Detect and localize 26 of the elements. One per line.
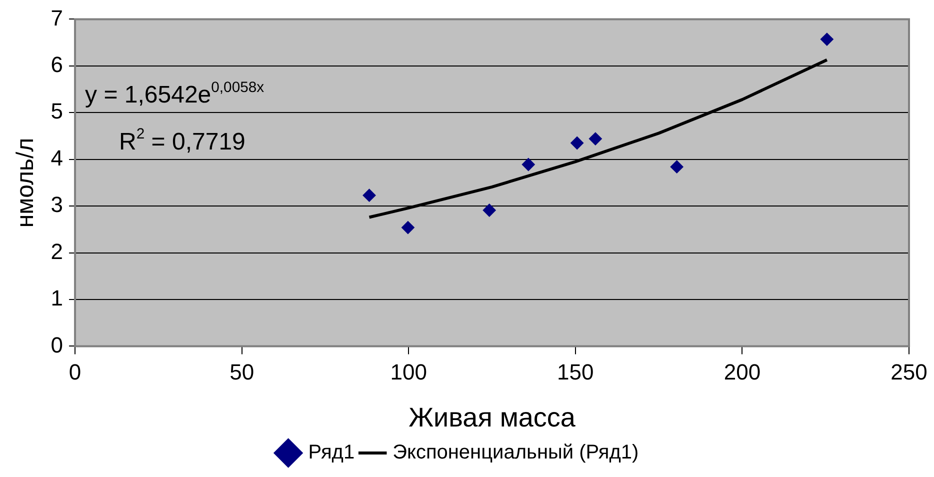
y-tick-label: 7 [50, 5, 64, 30]
point [570, 136, 584, 150]
x-tick-label: 0 [68, 359, 82, 384]
y-tick-label: 1 [50, 286, 64, 311]
y-tick-label: 6 [50, 52, 64, 77]
x-tick-label: 100 [390, 359, 427, 384]
x-tick-label: 200 [724, 359, 761, 384]
y-tick-label: 3 [50, 192, 64, 218]
y-tick-label: 4 [50, 145, 64, 170]
point [482, 204, 496, 217]
y-axis-title: нмоль/л [12, 138, 40, 228]
legend-label: Экспоненциальный (Ряд1) [392, 442, 639, 464]
point [401, 221, 414, 234]
point [820, 32, 834, 46]
x-axis-title: Живая масса [408, 402, 576, 432]
point [588, 132, 602, 146]
legend-label: Ряд1 [308, 442, 355, 464]
point [362, 188, 376, 202]
y-tick-label: 5 [50, 98, 64, 124]
point [670, 160, 684, 174]
x-tick-label: 150 [557, 359, 594, 384]
point [522, 158, 535, 171]
x-tick-label: 50 [230, 359, 254, 384]
y-tick-label: 2 [50, 238, 64, 264]
y-tick-label: 0 [50, 332, 64, 358]
x-tick-label: 250 [890, 359, 928, 384]
